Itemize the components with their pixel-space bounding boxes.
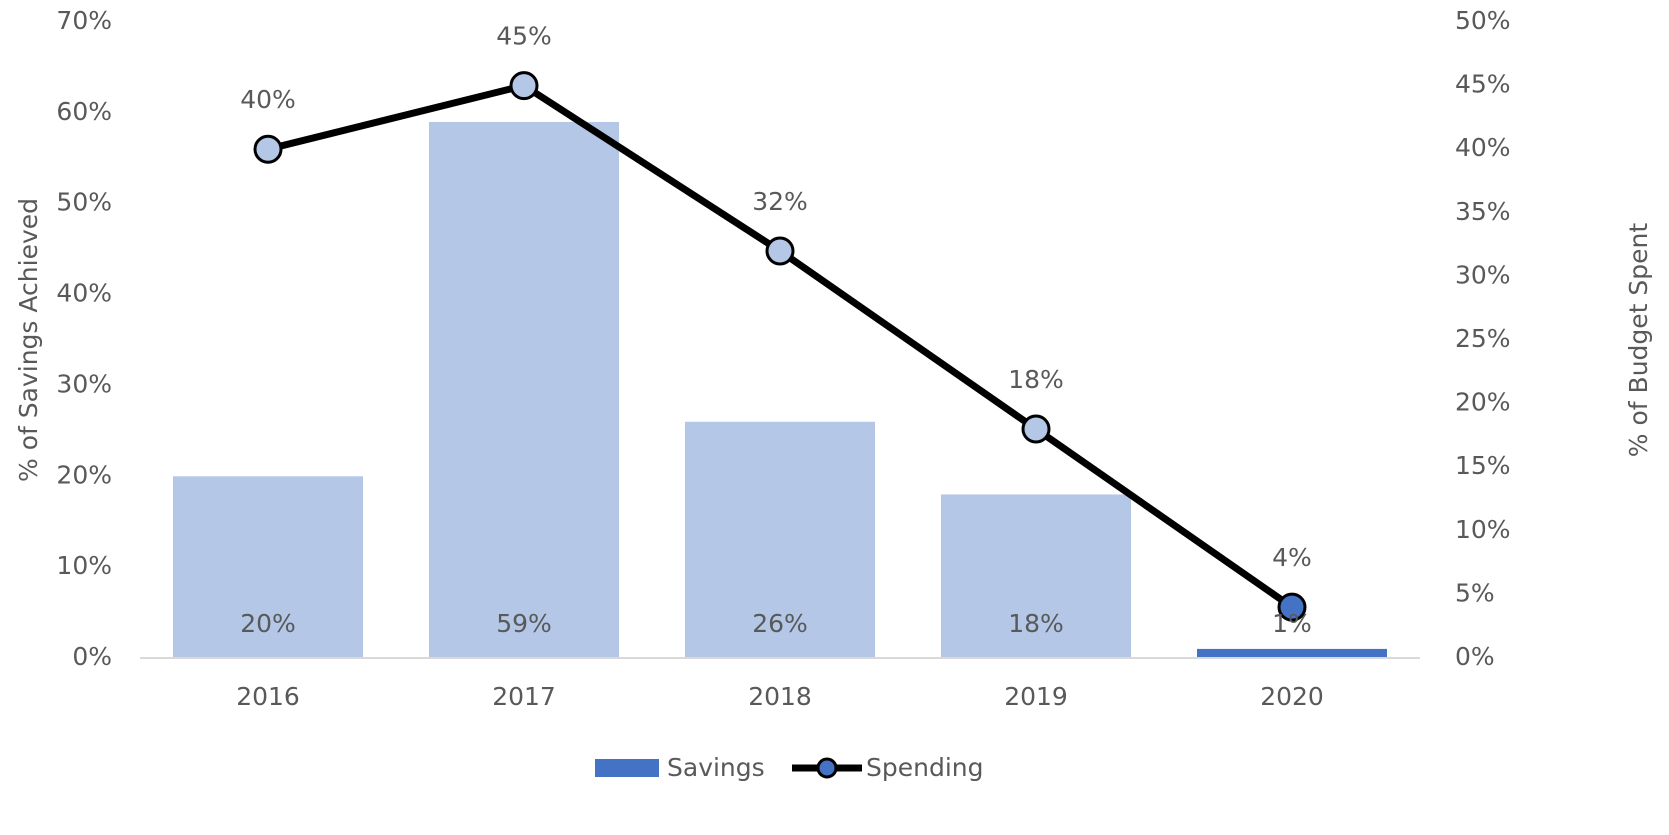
x-tick-label: 2020 bbox=[1260, 682, 1324, 711]
line-value-label: 18% bbox=[1008, 365, 1064, 394]
y2-tick-label: 20% bbox=[1455, 388, 1511, 417]
bar-value-label: 26% bbox=[752, 609, 808, 638]
x-tick-label: 2016 bbox=[236, 682, 300, 711]
y-tick-label: 60% bbox=[56, 97, 112, 126]
bar bbox=[941, 494, 1131, 658]
bar bbox=[173, 476, 363, 658]
line-marker bbox=[1021, 414, 1051, 444]
line-value-label: 40% bbox=[240, 85, 296, 114]
y2-tick-label: 35% bbox=[1455, 197, 1511, 226]
bar-value-label: 18% bbox=[1008, 609, 1064, 638]
legend-label: Savings bbox=[667, 753, 765, 782]
y-tick-label: 30% bbox=[56, 369, 112, 398]
bar-value-label: 59% bbox=[496, 609, 552, 638]
legend-marker bbox=[816, 757, 838, 779]
y2-tick-label: 45% bbox=[1455, 70, 1511, 99]
bar bbox=[685, 421, 875, 658]
y-tick-label: 20% bbox=[56, 460, 112, 489]
y-axis-title: % of Savings Achieved bbox=[14, 198, 43, 482]
y-tick-label: 70% bbox=[56, 6, 112, 35]
bar bbox=[1197, 648, 1387, 658]
line-value-label: 4% bbox=[1272, 543, 1312, 572]
y-tick-label: 0% bbox=[72, 642, 112, 671]
legend-swatch bbox=[595, 759, 659, 777]
y2-tick-label: 5% bbox=[1455, 578, 1495, 607]
y2-tick-label: 50% bbox=[1455, 6, 1511, 35]
y-tick-label: 40% bbox=[56, 279, 112, 308]
y2-tick-label: 25% bbox=[1455, 324, 1511, 353]
y-tick-label: 50% bbox=[56, 188, 112, 217]
line-marker bbox=[1277, 592, 1307, 622]
line-marker bbox=[765, 236, 795, 266]
bar bbox=[429, 121, 619, 658]
line-marker bbox=[509, 71, 539, 101]
x-tick-label: 2017 bbox=[492, 682, 556, 711]
y-tick-label: 10% bbox=[56, 551, 112, 580]
y2-tick-label: 10% bbox=[1455, 515, 1511, 544]
y2-tick-label: 40% bbox=[1455, 133, 1511, 162]
line-value-label: 45% bbox=[496, 22, 552, 51]
line-marker bbox=[253, 134, 283, 164]
line-value-label: 32% bbox=[752, 187, 808, 216]
x-tick-label: 2018 bbox=[748, 682, 812, 711]
y2-tick-label: 0% bbox=[1455, 642, 1495, 671]
bar-value-label: 20% bbox=[240, 609, 296, 638]
y2-tick-label: 15% bbox=[1455, 451, 1511, 480]
y2-tick-label: 30% bbox=[1455, 260, 1511, 289]
legend-label: Spending bbox=[866, 753, 984, 782]
y2-axis-title: % of Budget Spent bbox=[1624, 223, 1653, 458]
x-tick-label: 2019 bbox=[1004, 682, 1068, 711]
bar-value-label: 1% bbox=[1272, 609, 1312, 638]
